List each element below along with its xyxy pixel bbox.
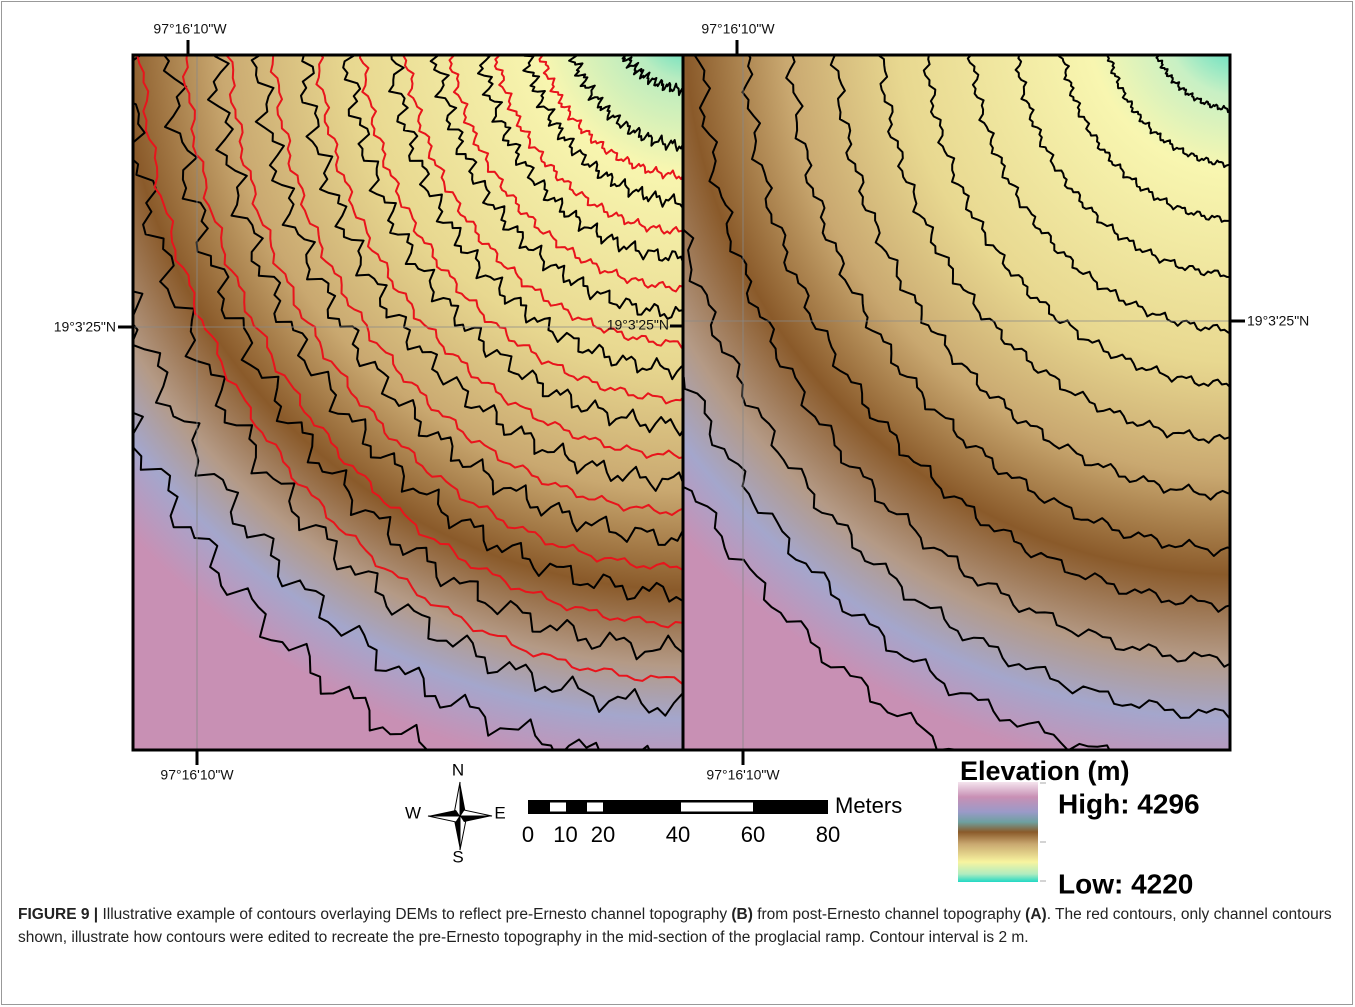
contour-line	[133, 411, 429, 750]
scale-unit: Meters	[835, 793, 902, 818]
legend-colorbar	[958, 782, 1038, 882]
dem-panel-b	[683, 55, 1230, 750]
scale-label: 0	[522, 822, 534, 847]
legend-low: Low: 4220	[1058, 868, 1193, 899]
coord-label: 97°16'10"W	[153, 21, 227, 37]
contour-line	[876, 55, 1230, 444]
compass-label: N	[452, 760, 464, 779]
coord-label: 19°3'25"N	[1247, 313, 1309, 329]
coord-label: 19°3'25"N	[54, 319, 116, 335]
contour-line	[966, 55, 1230, 334]
contour-line	[522, 55, 683, 209]
contour-line	[250, 55, 683, 546]
contour-line	[568, 55, 683, 152]
scale-label: 60	[741, 822, 765, 847]
contour-line	[693, 55, 1230, 668]
contour-line	[683, 227, 1230, 721]
contours-a	[133, 55, 683, 750]
contour-line	[683, 374, 1111, 750]
coord-label: 97°16'10"W	[706, 767, 780, 783]
north-arrow: N S W E	[405, 760, 506, 866]
arrow-part	[454, 816, 460, 850]
contour-line	[182, 55, 683, 629]
contour-line	[477, 55, 683, 265]
arrow-part	[460, 816, 492, 822]
contour-line	[493, 55, 683, 235]
compass-label: E	[494, 803, 505, 822]
contour-line	[388, 55, 683, 381]
contour-line	[922, 55, 1230, 389]
scale-bar: Meters 0 10 20 40 60 80	[522, 793, 902, 847]
coord-label: 97°16'10"W	[701, 21, 775, 37]
contour-line	[133, 290, 651, 750]
contour-line	[429, 55, 683, 320]
caption-text: . The red contours, only channel contour…	[18, 906, 1332, 946]
caption-text: Illustrative example of contours overlay…	[98, 906, 732, 923]
contour-line	[829, 55, 1230, 501]
contour-line	[538, 55, 683, 180]
contour-line	[342, 55, 683, 437]
contour-line	[1058, 55, 1230, 223]
coord-label: 19°3'25"N	[607, 317, 669, 333]
caption-text: from post-Ernesto channel topography	[752, 906, 1026, 923]
contour-line	[133, 55, 683, 717]
contour-line	[136, 55, 683, 685]
contours-b	[683, 55, 1230, 750]
caption-label: FIGURE 9 |	[18, 906, 99, 923]
caption: FIGURE 9 | Illustrative example of conto…	[18, 903, 1338, 949]
arrow-part	[428, 810, 460, 816]
contour-line	[162, 55, 683, 661]
panel-frame	[681, 53, 1232, 752]
scale-segment	[587, 802, 603, 812]
arrow-part	[427, 815, 461, 823]
scale-label: 40	[666, 822, 690, 847]
contour-line	[300, 55, 683, 492]
contour-line	[621, 55, 683, 97]
scale-segment	[681, 802, 753, 812]
contour-line	[315, 55, 683, 459]
compass-label: S	[452, 847, 463, 866]
legend-title: Elevation (m)	[960, 756, 1130, 786]
compass-label: W	[405, 803, 421, 822]
scale-label: 80	[816, 822, 840, 847]
contour-line	[207, 55, 683, 603]
coord-label: 97°16'10"W	[160, 767, 234, 783]
contour-line	[741, 55, 1230, 613]
coordinate-ticks	[118, 40, 1245, 765]
scale-label: 10	[553, 822, 577, 847]
contour-line	[448, 55, 683, 293]
legend: Elevation (m) High: 4296 Low: 4220	[958, 756, 1200, 899]
arrow-part	[459, 809, 493, 817]
scale-labels: 0 10 20 40 60 80	[522, 822, 840, 847]
contour-line	[224, 55, 683, 572]
contour-line	[1106, 55, 1230, 169]
scale-segment	[528, 800, 828, 814]
caption-ref: (A)	[1025, 906, 1047, 923]
scale-label: 20	[591, 822, 615, 847]
legend-high: High: 4296	[1058, 788, 1200, 819]
contour-line	[1155, 55, 1230, 114]
caption-ref: (B)	[731, 906, 753, 923]
contour-line	[785, 55, 1230, 557]
scale-segment	[550, 802, 566, 812]
contour-line	[1014, 55, 1230, 279]
contour-line	[359, 55, 683, 405]
contour-line	[269, 55, 683, 516]
contour-line	[683, 485, 961, 750]
